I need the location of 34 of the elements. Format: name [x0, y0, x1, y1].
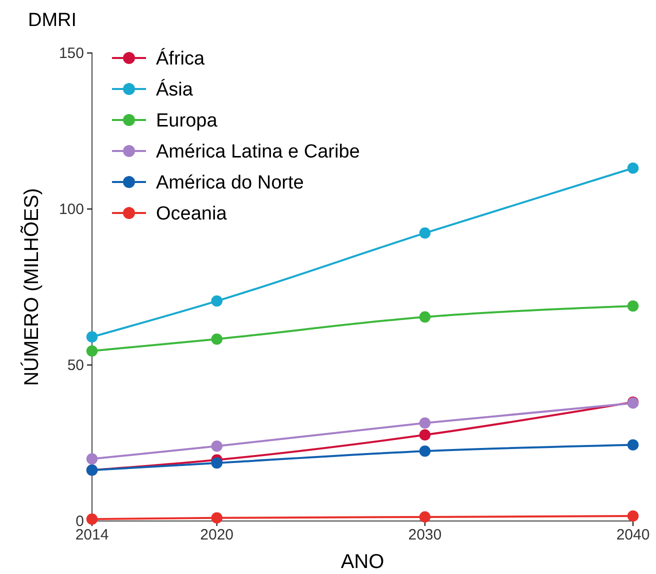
point: [86, 331, 98, 343]
y-axis-title: NÚMERO (MILHÕES): [20, 188, 43, 386]
point: [419, 445, 431, 457]
y-tick-label: 50: [67, 356, 84, 374]
legend-label: África: [156, 48, 205, 70]
x-axis-title: ANO: [340, 551, 384, 573]
x-tick-label: 2030: [408, 526, 442, 544]
point: [211, 440, 222, 452]
point: [627, 439, 639, 451]
x-tick-label: 2040: [616, 526, 650, 544]
legend-label: Ásia: [156, 78, 194, 101]
point: [627, 162, 639, 174]
y-tick-label: 100: [58, 200, 84, 218]
point: [419, 417, 431, 429]
point: [627, 300, 639, 312]
point: [419, 511, 431, 523]
x-tick-label: 2020: [200, 526, 234, 544]
legend-label: Europa: [156, 110, 218, 132]
point: [86, 513, 98, 525]
chart-title: DMRI: [28, 10, 77, 31]
legend-label: América Latina e Caribe: [156, 142, 360, 163]
y-tick-label: 150: [58, 44, 84, 62]
point: [211, 512, 222, 524]
point: [211, 333, 222, 345]
point: [419, 429, 431, 441]
point: [211, 457, 222, 469]
legend-label: América do Norte: [156, 172, 304, 194]
point: [419, 311, 431, 323]
point: [627, 510, 639, 522]
point: [211, 295, 222, 307]
point: [419, 227, 431, 239]
point: [86, 453, 98, 465]
legend-label: Oceania: [156, 204, 228, 225]
point: [86, 345, 98, 357]
